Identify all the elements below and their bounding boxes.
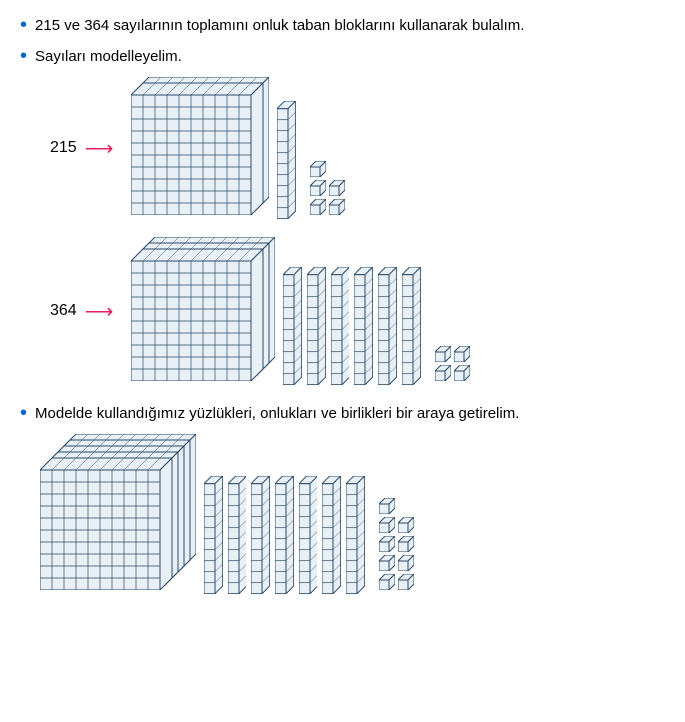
hundreds-icon [40,434,196,594]
hundreds-icon [131,77,269,219]
model-364: 364 ⟶ [20,237,665,385]
number-label-215: 215 [50,139,77,157]
bullet-dot-icon: • [20,46,27,66]
arrow-icon: ⟶ [85,299,114,324]
bullet-1: • 215 ve 364 sayılarının toplamını onluk… [20,15,665,36]
blocks-364 [131,237,469,385]
bullet-2-text: Sayıları modelleyelim. [35,46,182,67]
bullet-1-text: 215 ve 364 sayılarının toplamını onluk t… [35,15,524,36]
bullet-dot-icon: • [20,403,27,423]
tens-icon [204,476,365,594]
ones-icon [379,498,414,590]
number-label-364: 364 [50,302,77,320]
bullet-2: • Sayıları modelleyelim. [20,46,665,67]
ones-icon [435,346,470,381]
bullet-3-text: Modelde kullandığımız yüzlükleri, onlukl… [35,403,519,424]
tens-icon [283,267,420,385]
blocks-215 [131,77,345,219]
tens-icon [277,101,296,219]
model-combined [40,434,665,594]
hundreds-icon [131,237,275,385]
bullet-dot-icon: • [20,15,27,35]
blocks-combined [40,434,414,594]
ones-icon [310,161,345,215]
arrow-icon: ⟶ [85,136,114,161]
bullet-3: • Modelde kullandığımız yüzlükleri, onlu… [20,403,665,424]
model-215: 215 ⟶ [20,77,665,219]
